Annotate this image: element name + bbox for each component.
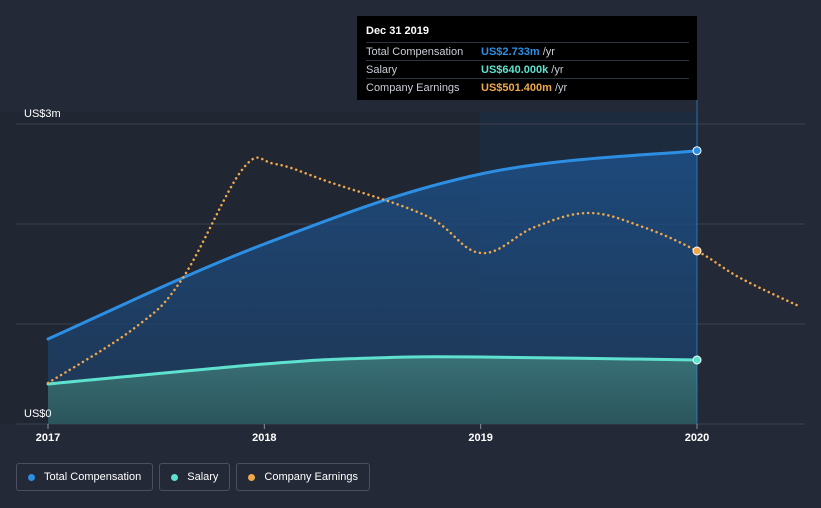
future-region [697,112,821,424]
y-tick-label: US$3m [24,108,61,120]
legend-item-total-compensation[interactable]: Total Compensation [16,463,154,491]
series-lines [46,149,803,386]
company-earnings-marker [692,246,702,256]
x-axis: 2017 2018 2019 2020 [36,424,709,444]
x-tick-label: 2018 [252,432,276,444]
tooltip-value: US$640.000k [481,63,549,76]
tooltip-label: Total Compensation [366,45,464,58]
legend-dot-icon [28,473,35,481]
salary-line [46,355,699,386]
salary-area [48,356,697,424]
salary-marker [692,355,702,365]
company-earnings-line [46,156,803,385]
chart-legend: Total Compensation Salary Company Earnings [16,463,370,491]
total-compensation-line [46,149,699,341]
tooltip-value: US$501.400m [481,81,552,94]
tooltip-label: Salary [366,63,398,76]
tooltip-row: Salary US$640.000k/yr [366,60,689,78]
legend-dot-icon [248,473,256,481]
legend-item-salary[interactable]: Salary [159,463,231,491]
tooltip-row: Company Earnings US$501.400m/yr [366,78,689,96]
tooltip-label: Company Earnings [366,81,460,94]
legend-dot-icon [171,473,179,481]
tooltip-rows: Total Compensation US$2.733m/yr Salary US$6… [366,42,689,96]
legend-label: Company Earnings [264,471,358,483]
hover-tooltip: Dec 31 2019 Total Compensation US$2.733m /… [357,16,697,100]
legend-label: Salary [187,471,219,483]
total-compensation-marker [692,146,702,156]
tooltip-unit: /yr [551,63,564,76]
tooltip-value: US$2.733m [481,45,540,58]
tooltip-unit: /yr [542,45,555,58]
x-tick-label: 2019 [468,432,492,444]
tooltip-row: Total Compensation US$2.733m/yr [366,42,689,60]
y-tick-label: US$0 [24,408,52,420]
tooltip-unit: /yr [554,81,568,94]
legend-item-company-earnings[interactable]: Company Earnings [236,463,370,491]
total-compensation-area [48,150,697,424]
y-axis: US$0 US$3m [24,108,61,420]
x-tick-label: 2020 [685,432,709,444]
tooltip-date: Dec 31 2019 [366,25,429,37]
x-tick-label: 2017 [36,432,60,444]
legend-label: Total Compensation [44,471,142,483]
hover-markers [692,146,702,365]
